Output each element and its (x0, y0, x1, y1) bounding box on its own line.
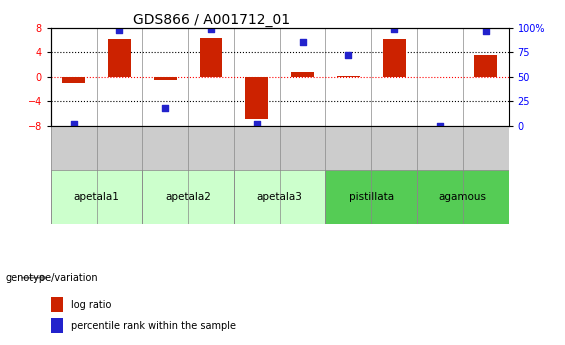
Point (252, 121, 261, 127)
Bar (51, 318, 63, 333)
Point (69, 121, 78, 127)
Text: agamous: agamous (439, 192, 486, 202)
Bar (108, 39, 131, 77)
Bar (154, 77, 177, 80)
Text: apetala3: apetala3 (257, 192, 303, 202)
Point (160, 106, 170, 111)
Text: log ratio: log ratio (71, 300, 111, 310)
Point (298, 40, 307, 45)
Bar (51, 297, 63, 312)
Bar (51, 170, 142, 224)
Bar (245, 77, 268, 119)
Bar (337, 76, 360, 77)
Bar (325, 170, 417, 224)
Text: GDS866 / A001712_01: GDS866 / A001712_01 (133, 12, 290, 27)
Bar (474, 55, 497, 77)
Bar (291, 72, 314, 77)
Point (436, 123, 445, 129)
Text: pistillata: pistillata (349, 192, 394, 202)
Bar (199, 38, 223, 77)
Point (390, 26, 399, 31)
Bar (417, 170, 508, 224)
Point (115, 27, 124, 32)
Point (481, 28, 490, 33)
Bar (142, 170, 234, 224)
Text: apetala2: apetala2 (165, 192, 211, 202)
Text: apetala1: apetala1 (73, 192, 120, 202)
Point (344, 52, 353, 58)
Point (207, 26, 216, 31)
Bar (51, 126, 509, 170)
Bar (234, 170, 325, 224)
Text: percentile rank within the sample: percentile rank within the sample (71, 321, 236, 331)
Bar (62, 77, 85, 83)
Bar (383, 39, 406, 77)
Text: genotype/variation: genotype/variation (6, 273, 98, 283)
